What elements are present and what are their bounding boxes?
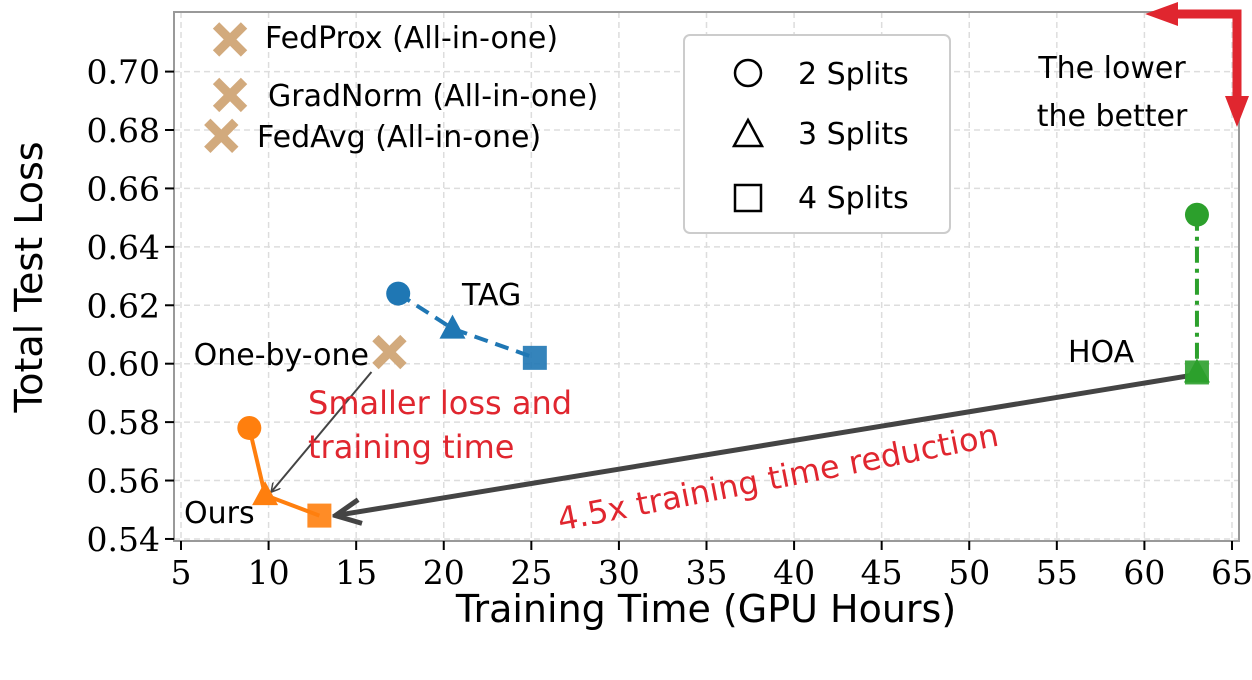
x-tick-label: 65 [1211, 553, 1252, 592]
y-tick-label: 0.68 [87, 111, 160, 150]
x-tick-label: 55 [1036, 553, 1078, 592]
series-line-tag [397, 291, 536, 360]
x-tick-label: 50 [948, 553, 990, 592]
axis-ticks: 5 10 15 20 25 30 35 40 45 50 55 60 65 0.54 0.56 0.58 0.6… [87, 53, 1252, 592]
baseline-label: One-by-one [194, 338, 369, 373]
point-tag-circle [386, 281, 411, 306]
y-tick-label: 0.54 [87, 520, 160, 559]
series-label-ours: Ours [184, 496, 255, 531]
legend-circle-marker [733, 58, 763, 88]
y-tick-label: 0.60 [87, 345, 160, 384]
legend-label: 2 Splits [798, 57, 909, 92]
better-annotation: the better [1037, 99, 1188, 134]
x-tick-label: 45 [861, 553, 903, 592]
legend-label: 3 Splits [798, 117, 909, 152]
baseline-cross-marker [212, 77, 248, 113]
data-marks [204, 22, 1210, 528]
point-ours-triangle [252, 481, 279, 506]
baseline-cross-marker [212, 22, 248, 57]
series-label-tag: TAG [461, 278, 521, 313]
x-tick-label: 30 [598, 553, 640, 592]
annotation-arrows [271, 371, 1192, 516]
better-annotation: The lower [1037, 51, 1186, 86]
point-hoa-square [1184, 360, 1209, 385]
baseline-label: FedAvg (All-in-one) [257, 120, 541, 155]
point-tag-square [522, 345, 547, 370]
y-tick-label: 0.56 [87, 462, 160, 501]
x-axis-label: Training Time (GPU Hours) [455, 587, 956, 631]
smaller-annotation: Smaller loss and [308, 384, 572, 422]
y-tick-label: 0.66 [87, 169, 160, 208]
baseline-label: GradNorm (All-in-one) [268, 79, 598, 114]
point-tag-triangle [439, 314, 466, 339]
series-label-hoa: HOA [1068, 335, 1135, 370]
y-tick-label: 0.62 [87, 286, 160, 325]
x-tick-label: 35 [686, 553, 728, 592]
legend-triangle-marker [731, 117, 765, 148]
legend-label: 4 Splits [798, 181, 909, 216]
y-axis-label: Total Test Loss [7, 141, 51, 413]
baseline-label: FedProx (All-in-one) [265, 21, 558, 56]
x-tick-label: 40 [773, 553, 815, 592]
point-ours-circle [237, 415, 262, 440]
baseline-cross-marker [204, 118, 239, 154]
reduction-arrow [335, 372, 1192, 515]
better-arrow [1145, 2, 1249, 127]
legend: 2 Splits 3 Splits 4 Splits [683, 34, 951, 234]
y-tick-label: 0.58 [87, 403, 160, 442]
x-tick-label: 10 [248, 553, 290, 592]
y-tick-label: 0.64 [87, 228, 160, 267]
point-ours-square [307, 503, 332, 528]
x-tick-label: 20 [423, 553, 465, 592]
reduction-annotation: 4.5x training time reduction [554, 416, 1001, 539]
smaller-annotation: training time [308, 428, 514, 466]
x-tick-label: 15 [335, 553, 377, 592]
y-tick-label: 0.70 [87, 53, 160, 92]
x-tick-label: 25 [510, 553, 552, 592]
one-by-one-arrow [271, 371, 373, 492]
x-tick-label: 5 [171, 553, 192, 592]
x-tick-label: 60 [1123, 553, 1165, 592]
point-hoa-circle [1184, 202, 1209, 227]
baseline-cross-marker [372, 334, 407, 370]
legend-square-marker [733, 183, 763, 213]
